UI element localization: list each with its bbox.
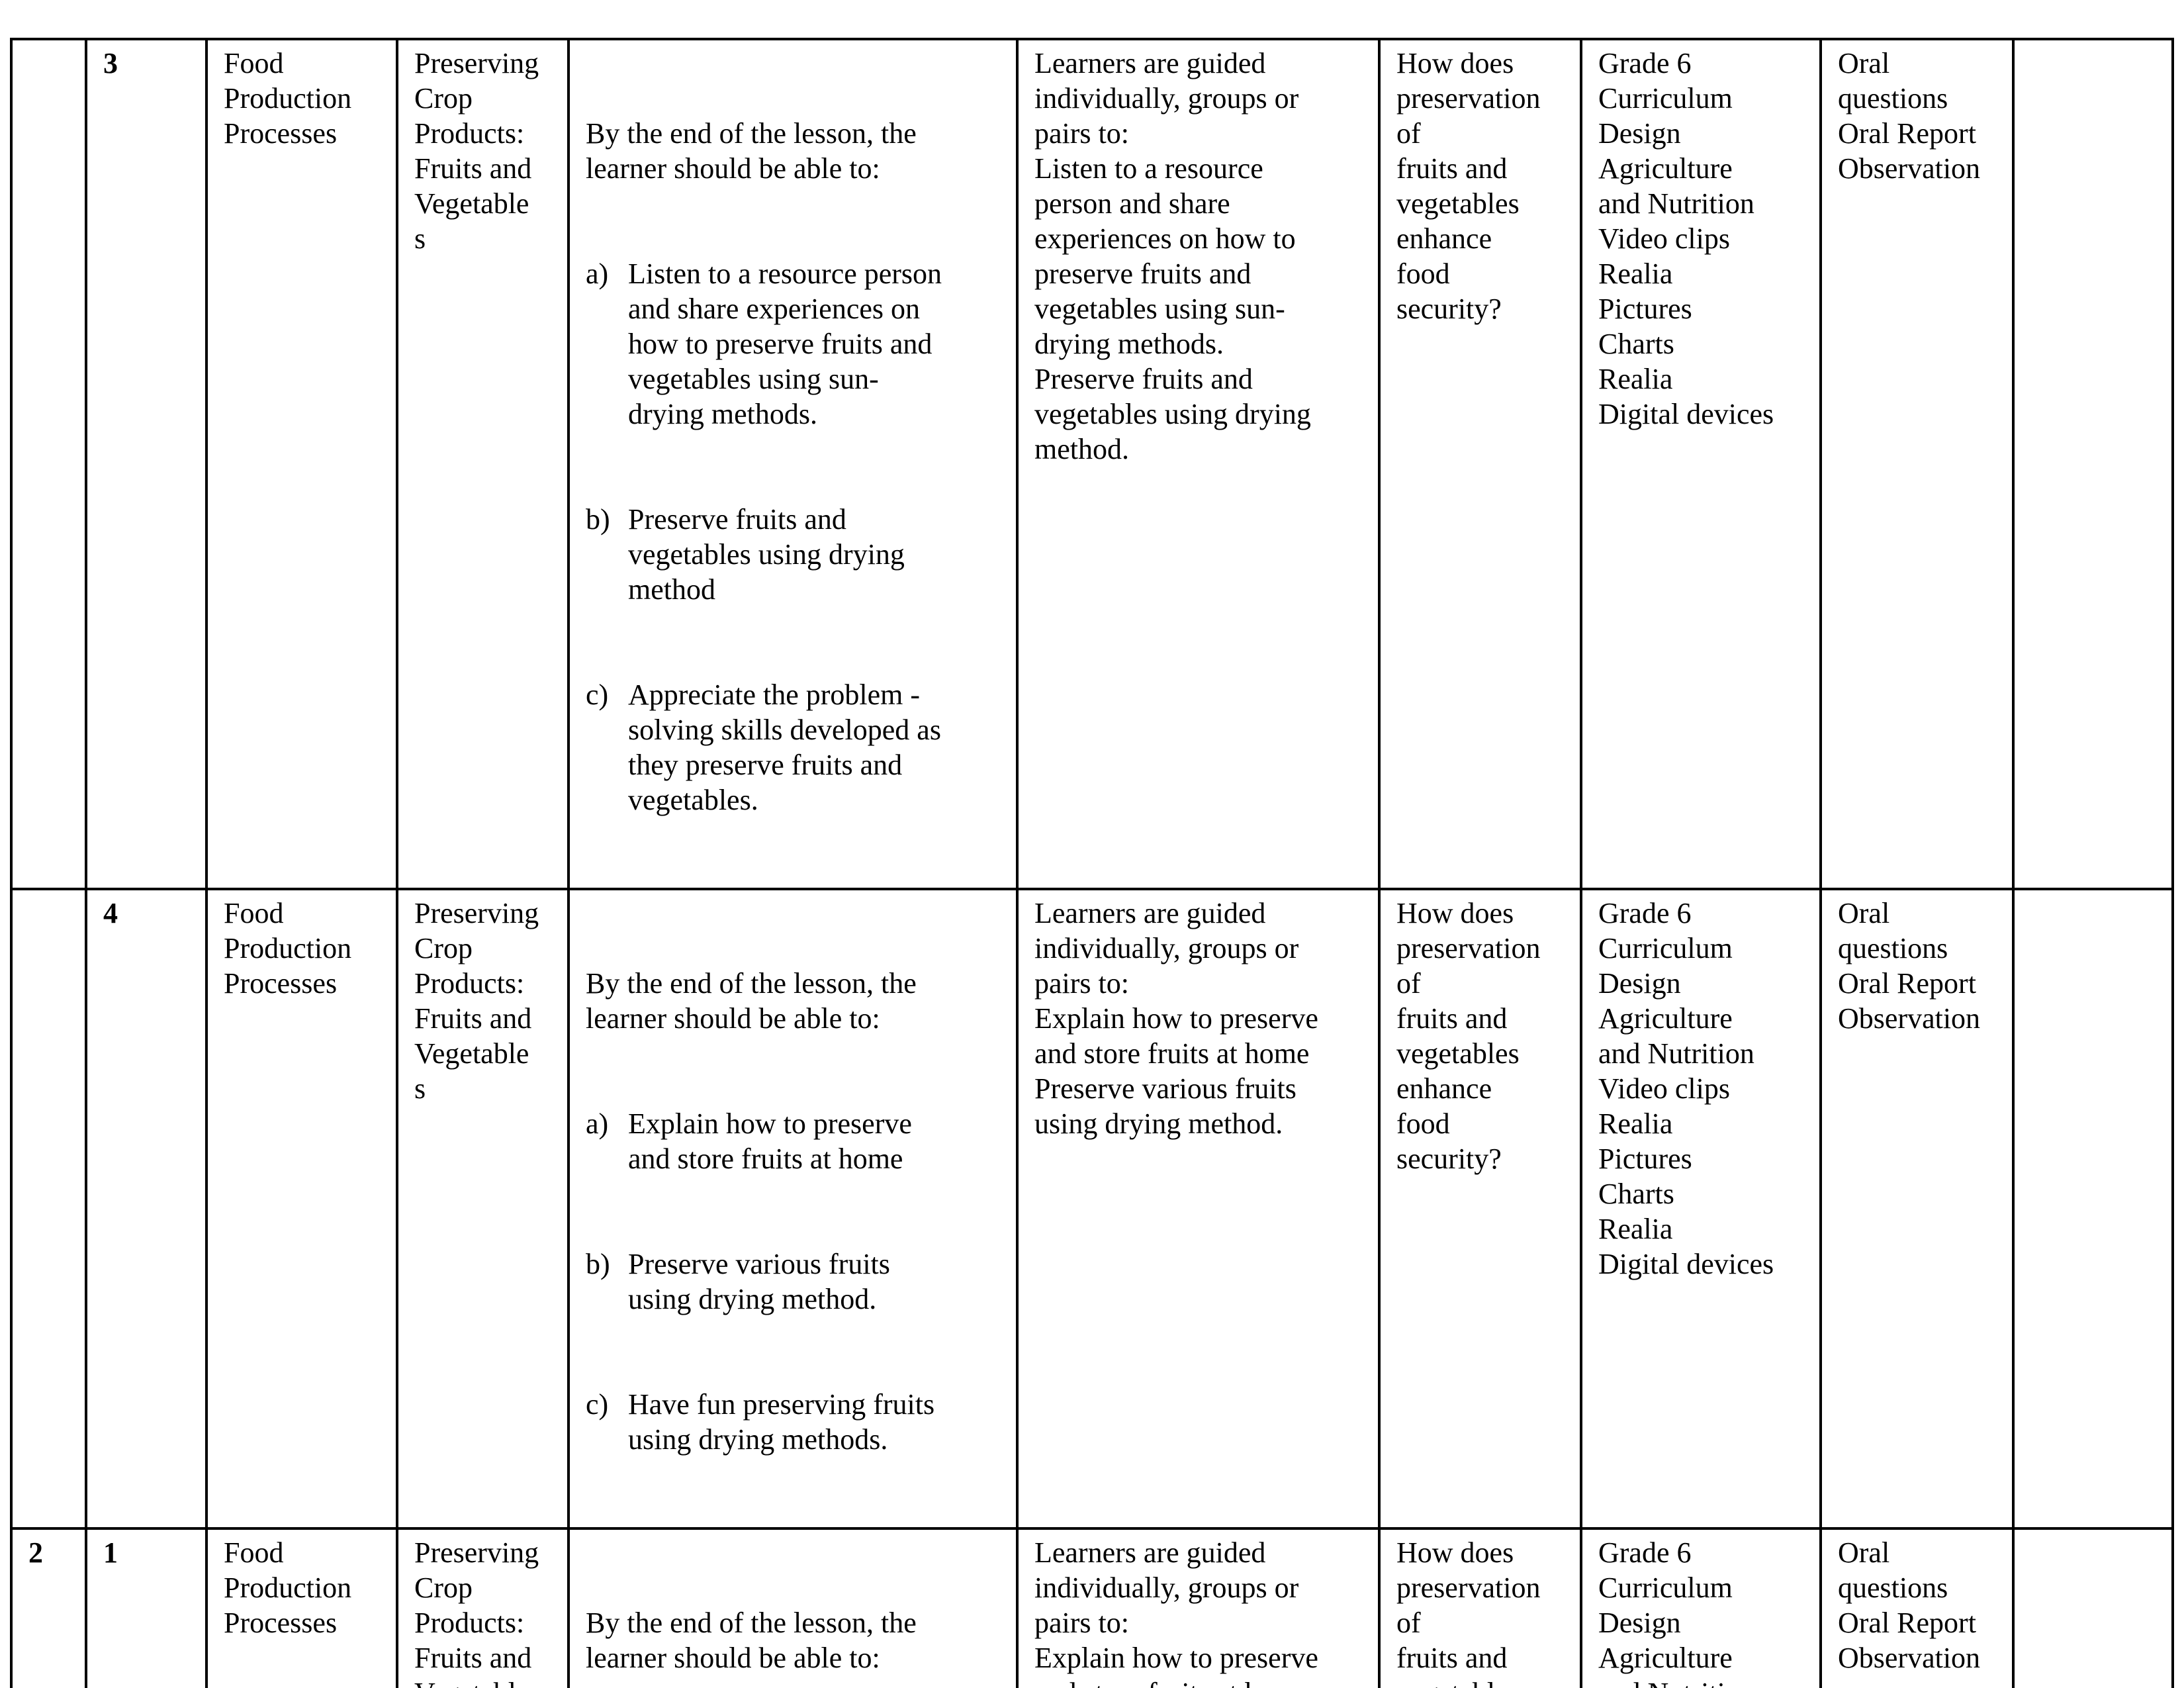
outcomes-cell: By the end of the lesson, the learner sh… bbox=[567, 888, 1019, 1530]
lesson-number: 3 bbox=[103, 47, 118, 79]
experiences-cell: Learners are guided individually, groups… bbox=[1016, 1527, 1381, 1688]
inquiry-cell: How does preservation of fruits and vege… bbox=[1378, 1527, 1582, 1688]
substrand-cell: Preserving Crop Products: Fruits and Veg… bbox=[396, 888, 570, 1530]
outcome-item: b) Preserve fruits and vegetables using d… bbox=[586, 502, 1012, 607]
list-marker: c) bbox=[586, 1388, 609, 1421]
remarks-cell bbox=[2012, 38, 2174, 890]
outcomes-intro: By the end of the lesson, the learner sh… bbox=[586, 1607, 917, 1674]
outcomes-cell: By the end of the lesson, the learner sh… bbox=[567, 38, 1019, 890]
list-marker: b) bbox=[586, 1248, 610, 1280]
lesson-cell: 3 bbox=[85, 38, 208, 890]
outcome-item: c) Have fun preserving fruits using dryin… bbox=[586, 1387, 1012, 1457]
outcomes-intro: By the end of the lesson, the learner sh… bbox=[586, 967, 917, 1035]
assessment-cell: Oral questions Oral Report Observation bbox=[1819, 1527, 2015, 1688]
outcome-item: a) Listen to a resource person and share … bbox=[586, 256, 1012, 432]
table-row: 2 1 Food Production Processes Preserving… bbox=[10, 1527, 2174, 1688]
resources-cell: Grade 6 Curriculum Design Agriculture an… bbox=[1580, 888, 1822, 1530]
experiences-cell: Learners are guided individually, groups… bbox=[1016, 38, 1381, 890]
list-marker: c) bbox=[586, 679, 609, 711]
assessment-cell: Oral questions Oral Report Observation bbox=[1819, 38, 2015, 890]
outcome-item: c) Appreciate the problem - solving skill… bbox=[586, 677, 1012, 818]
lesson-cell: 4 bbox=[85, 888, 208, 1530]
experiences-cell: Learners are guided individually, groups… bbox=[1016, 888, 1381, 1530]
outcome-text: Preserve various fruits using drying met… bbox=[628, 1248, 890, 1315]
outcome-text: Explain how to preserve and store fruits… bbox=[628, 1107, 912, 1175]
outcome-text: Appreciate the problem - solving skills … bbox=[628, 679, 941, 816]
remarks-cell bbox=[2012, 1527, 2174, 1688]
substrand-cell: Preserving Crop Products: Fruits and Veg… bbox=[396, 1527, 570, 1688]
strand-cell: Food Production Processes bbox=[205, 888, 398, 1530]
substrand-cell: Preserving Crop Products: Fruits and Veg… bbox=[396, 38, 570, 890]
table-row: 4 Food Production Processes Preserving C… bbox=[10, 888, 2174, 1530]
week-cell bbox=[10, 888, 87, 1530]
week-cell: 2 bbox=[10, 1527, 87, 1688]
outcome-text: Listen to a resource person and share ex… bbox=[628, 258, 942, 430]
outcome-text: Preserve fruits and vegetables using dry… bbox=[628, 503, 905, 606]
list-marker: a) bbox=[586, 1107, 609, 1140]
strand-cell: Food Production Processes bbox=[205, 1527, 398, 1688]
lesson-cell: 1 bbox=[85, 1527, 208, 1688]
inquiry-cell: How does preservation of fruits and vege… bbox=[1378, 38, 1582, 890]
outcome-item: b) Preserve various fruits using drying m… bbox=[586, 1246, 1012, 1317]
schemes-of-work-table: 3 Food Production Processes Preserving C… bbox=[10, 38, 2174, 1688]
week-number: 2 bbox=[28, 1536, 43, 1569]
list-marker: a) bbox=[586, 258, 609, 290]
list-marker: b) bbox=[586, 503, 610, 536]
remarks-cell bbox=[2012, 888, 2174, 1530]
outcomes-intro: By the end of the lesson, the learner sh… bbox=[586, 117, 917, 185]
outcome-item: a) Explain how to preserve and store frui… bbox=[586, 1106, 1012, 1176]
inquiry-cell: How does preservation of fruits and vege… bbox=[1378, 888, 1582, 1530]
lesson-number: 1 bbox=[103, 1536, 118, 1569]
assessment-cell: Oral questions Oral Report Observation bbox=[1819, 888, 2015, 1530]
resources-cell: Grade 6 Curriculum Design Agriculture an… bbox=[1580, 38, 1822, 890]
table-row: 3 Food Production Processes Preserving C… bbox=[10, 38, 2174, 890]
outcomes-cell: By the end of the lesson, the learner sh… bbox=[567, 1527, 1019, 1688]
lesson-number: 4 bbox=[103, 897, 118, 929]
week-cell bbox=[10, 38, 87, 890]
strand-cell: Food Production Processes bbox=[205, 38, 398, 890]
outcome-text: Have fun preserving fruits using drying … bbox=[628, 1388, 935, 1456]
resources-cell: Grade 6 Curriculum Design Agriculture an… bbox=[1580, 1527, 1822, 1688]
